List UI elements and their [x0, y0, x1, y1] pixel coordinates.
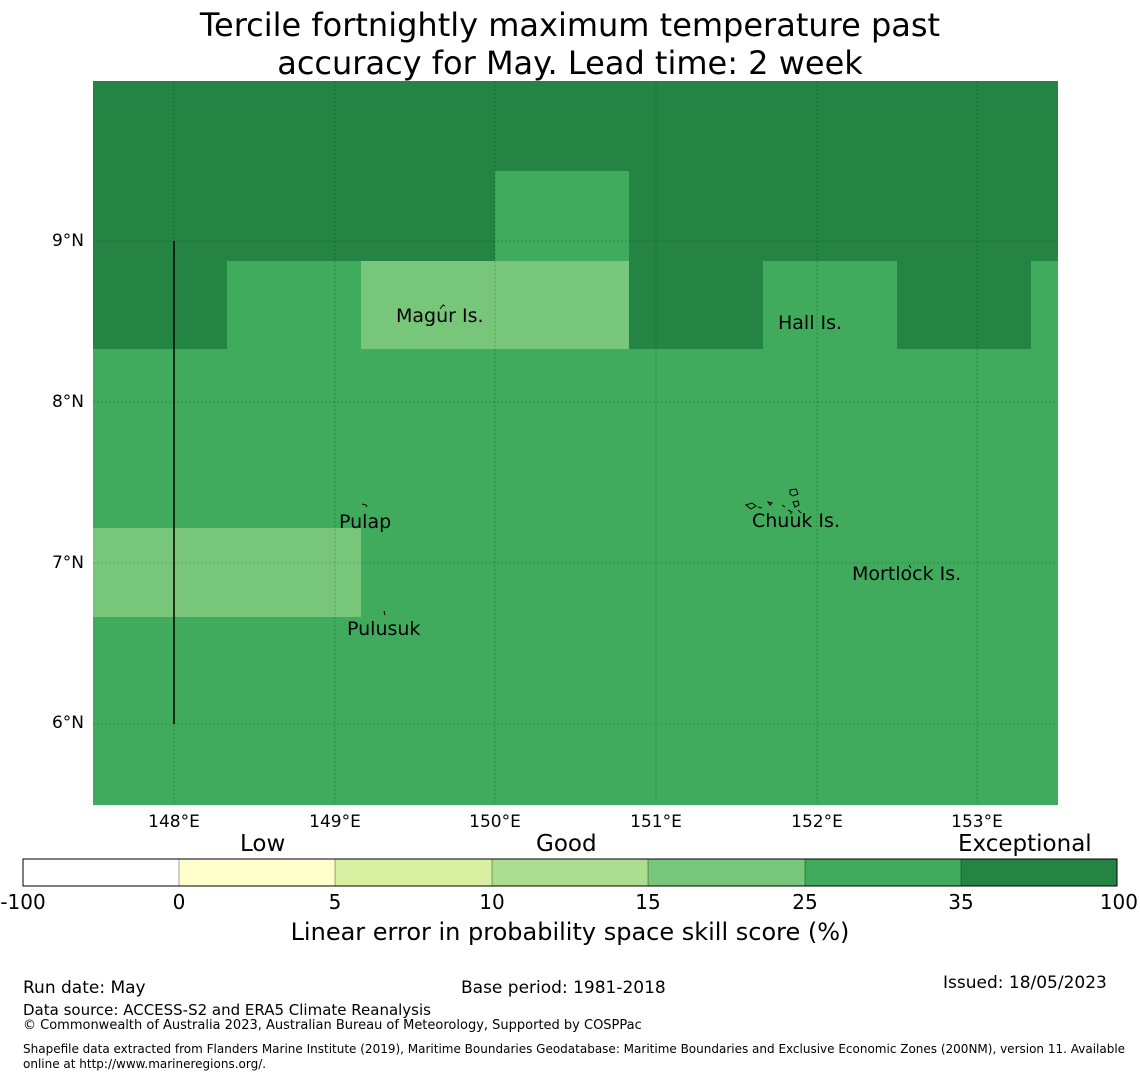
colorbar-tick: 100 [1099, 890, 1138, 914]
place-label-hall: Hall Is. [778, 312, 843, 334]
legend-category-low: Low [240, 831, 286, 857]
data-source: Data source: ACCESS-S2 and ERA5 Climate … [23, 1001, 431, 1019]
copyright: © Commonwealth of Australia 2023, Austra… [23, 1018, 642, 1033]
colorbar-tick: 5 [328, 890, 342, 914]
lon-label: 149°E [309, 812, 361, 832]
lon-label: 150°E [469, 812, 521, 832]
lat-label: 9°N [51, 231, 84, 251]
colorbar-label: Linear error in probability space skill … [290, 918, 850, 946]
colorbar-segment [492, 859, 648, 886]
lon-label: 148°E [148, 812, 200, 832]
grid-cell [93, 261, 227, 349]
lon-label: 153°E [951, 812, 1003, 832]
island-outlines [361, 304, 912, 616]
issued-date: Issued: 18/05/2023 [943, 973, 1107, 993]
shapefile-credit-line-2: online at http://www.marineregions.org/. [23, 1057, 267, 1071]
title-line-2: accuracy for May. Lead time: 2 week [277, 44, 863, 82]
base-period: Base period: 1981-2018 [461, 978, 666, 998]
chuuk-lagoon-islands [744, 488, 802, 515]
map-title: Tercile fortnightly maximum temperature … [0, 6, 1140, 82]
colorbar-tick: 25 [792, 890, 818, 914]
place-label-pulusuk: Pulusuk [347, 618, 421, 640]
grid-cell [227, 261, 361, 349]
place-label-magur: Magur Is. [396, 305, 484, 327]
grid-cell [495, 171, 629, 261]
grid-cell [897, 261, 1031, 349]
colorbar-segment [805, 859, 961, 886]
lat-label: 6°N [51, 713, 84, 733]
place-label-pulap: Pulap [339, 511, 392, 533]
title-line-1: Tercile fortnightly maximum temperature … [199, 6, 941, 44]
place-label-chuuk: Chuuk Is. [752, 510, 840, 532]
colorbar-segment [23, 859, 179, 886]
colorbar-tick: 15 [635, 890, 661, 914]
legend-category-exceptional: Exceptional [958, 831, 1092, 857]
shapefile-credit-line-1: Shapefile data extracted from Flanders M… [23, 1042, 1126, 1056]
mortlock-island [908, 564, 912, 569]
place-label-mortlock: Mortlock Is. [852, 563, 962, 585]
legend-category-good: Good [536, 831, 597, 857]
grid-cell [763, 261, 897, 349]
colorbar-segment [961, 859, 1117, 886]
lon-label: 151°E [630, 812, 682, 832]
skill-grid-cells [93, 81, 1058, 805]
colorbar-segment [179, 859, 335, 886]
grid-cell [1031, 261, 1058, 349]
grid-cell [629, 261, 763, 349]
lat-label: 8°N [51, 392, 84, 412]
lon-label: 152°E [791, 812, 843, 832]
colorbar-segment [648, 859, 805, 886]
colorbar-tick: 10 [479, 890, 505, 914]
colorbar-tick: 0 [172, 890, 186, 914]
pulusuk-island [383, 610, 386, 616]
run-date: Run date: May [23, 978, 146, 998]
pulap-island [361, 503, 368, 508]
colorbar-segment [335, 859, 492, 886]
grid-cell [361, 261, 629, 349]
magur-island [439, 304, 446, 310]
lat-label: 7°N [51, 553, 84, 573]
colorbar [22, 858, 1118, 887]
colorbar-tick: -100 [0, 890, 46, 914]
colorbar-frame [22, 858, 1118, 887]
colorbar-tick: 35 [948, 890, 974, 914]
grid-cell [93, 528, 361, 617]
